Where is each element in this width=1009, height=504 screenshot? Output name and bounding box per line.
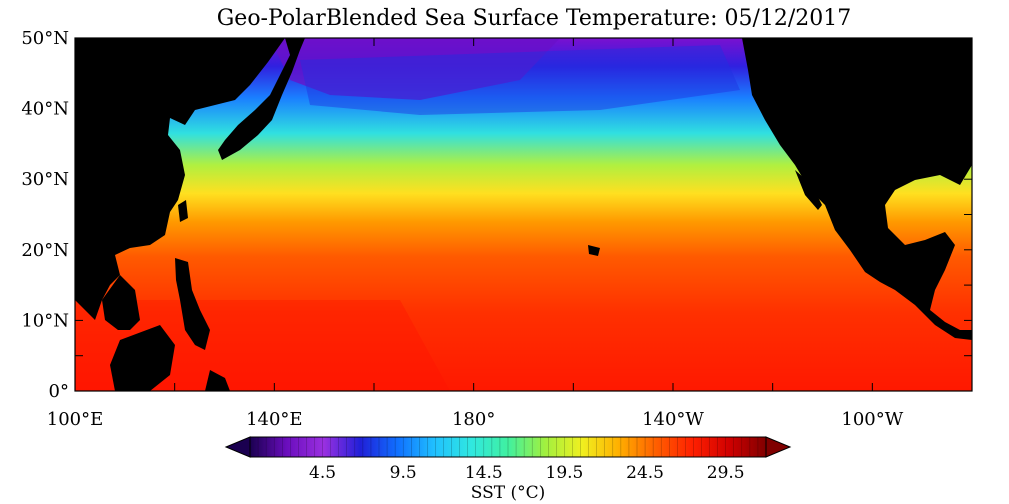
map-panel (75, 38, 972, 391)
land-indochina (102, 275, 140, 330)
colorbar-tick-label: 24.5 (626, 463, 664, 483)
colorbar-tick-label: 14.5 (465, 463, 503, 483)
subpolar-blue-region (300, 45, 740, 115)
lat-label: 20°N (21, 240, 69, 261)
land-taiwan (178, 200, 188, 222)
colorbar-tick-label: 29.5 (707, 463, 745, 483)
lat-label: 0° (49, 381, 69, 402)
colorbar-tick-label: 4.5 (309, 463, 336, 483)
lon-label: 140°W (642, 409, 704, 430)
land-north-america (742, 38, 972, 340)
colorbar-tick-label: 9.5 (390, 463, 417, 483)
lat-label: 50°N (21, 28, 69, 49)
land-borneo (110, 325, 175, 391)
land-hawaii (588, 245, 600, 256)
colorbar-gradient (249, 436, 767, 458)
lat-label: 40°N (21, 99, 69, 120)
land-baja (795, 170, 822, 210)
oyashio-cold-region (270, 38, 560, 100)
colorbar-left-arrow (224, 436, 251, 458)
land-philippines (175, 258, 210, 350)
land-new-guinea (205, 370, 230, 391)
lon-label: 100°E (47, 409, 104, 430)
lon-label: 140°E (246, 409, 303, 430)
lon-label: 180° (452, 409, 495, 430)
map-title: Geo-PolarBlended Sea Surface Temperature… (217, 6, 852, 31)
land-asia (75, 38, 285, 320)
lon-label: 100°W (841, 409, 903, 430)
lat-label: 30°N (21, 169, 69, 190)
lat-label: 10°N (21, 310, 69, 331)
latitude-axis: 50°N 40°N 30°N 20°N 10°N 0° (21, 28, 972, 402)
colorbar-label: SST (°C) (471, 483, 546, 503)
colorbar: 4.5 9.5 14.5 19.5 24.5 29.5 SST (°C) (224, 436, 792, 503)
land-japan (218, 38, 305, 160)
colorbar-tick-label: 19.5 (546, 463, 584, 483)
longitude-axis: 100°E 140°E 180° 140°W 100°W (47, 38, 973, 430)
colorbar-right-arrow (765, 436, 792, 458)
colorbar-ticks: 4.5 9.5 14.5 19.5 24.5 29.5 (257, 437, 759, 483)
land-masses (75, 38, 972, 391)
